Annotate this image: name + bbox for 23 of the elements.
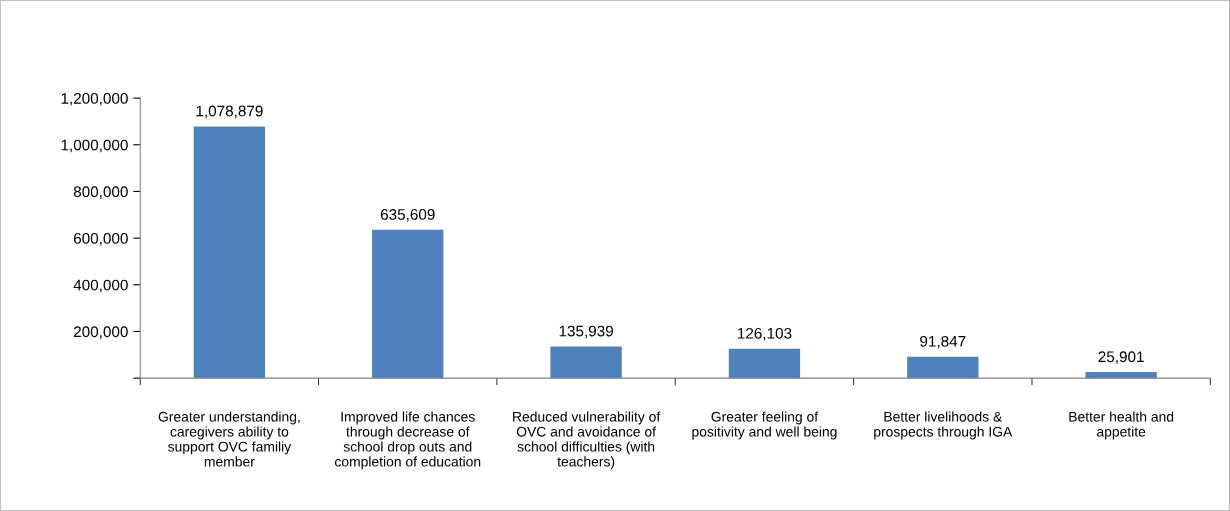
y-tick-label: 1,000,000	[61, 139, 128, 153]
y-tick-label: 800,000	[73, 186, 128, 199]
bar	[193, 126, 266, 379]
data-label: 135,939	[559, 325, 613, 339]
data-label: 126,103	[738, 327, 792, 341]
data-label: 635,609	[380, 209, 435, 222]
x-tick-label: Reduced vulnerability of OVC and avoidance of school difficulties (with teachers)	[513, 411, 661, 470]
x-tick-label: Improved life chances through decrease of school drop outs and completion of education	[334, 411, 481, 470]
bar	[550, 346, 622, 379]
bar	[907, 356, 979, 379]
x-tick-label: Better livelihoods & prospects through IGA	[874, 411, 1013, 440]
data-label: 91,847	[920, 335, 966, 349]
x-tick-label: Better health and appetite	[1069, 411, 1174, 440]
bar	[728, 348, 801, 379]
y-tick-label: 200,000	[73, 326, 128, 339]
data-label: 25,901	[1098, 351, 1144, 364]
bar	[372, 229, 444, 379]
data-label: 1,078,879	[196, 105, 263, 119]
x-tick-label: Greater feeling of positivity and well being	[692, 411, 837, 440]
x-tick-label: Greater understanding, caregivers ability to support OVC familiy member	[158, 411, 300, 467]
y-tick-label: 600,000	[73, 232, 128, 246]
y-tick-label: 400,000	[73, 279, 128, 293]
y-tick-label: 1,200,000	[61, 92, 128, 106]
